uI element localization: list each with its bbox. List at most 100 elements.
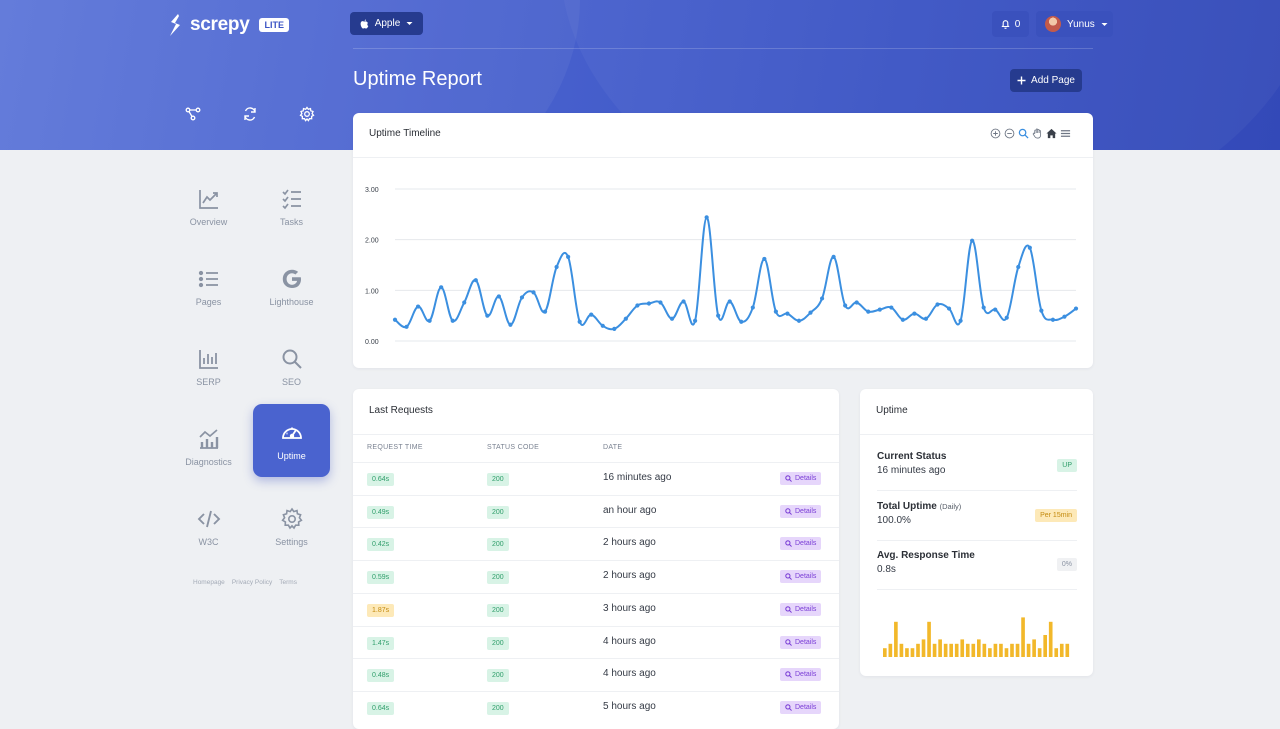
mini-bar[interactable]: [1032, 639, 1036, 657]
data-point[interactable]: [1073, 306, 1079, 311]
mini-bar[interactable]: [1010, 643, 1014, 657]
mini-bar[interactable]: [988, 648, 992, 657]
data-point[interactable]: [554, 264, 559, 270]
details-button[interactable]: Details: [780, 635, 822, 649]
data-point[interactable]: [935, 302, 940, 307]
mini-bar[interactable]: [977, 639, 981, 657]
data-point[interactable]: [450, 318, 455, 323]
data-point[interactable]: [473, 278, 478, 283]
data-point[interactable]: [1039, 308, 1044, 313]
details-button[interactable]: Details: [780, 472, 822, 485]
footer-link-terms[interactable]: Terms: [279, 579, 297, 586]
data-point[interactable]: [600, 323, 605, 328]
data-point[interactable]: [531, 290, 536, 295]
mini-bar[interactable]: [921, 639, 926, 657]
mini-bar[interactable]: [894, 621, 898, 657]
mini-bar[interactable]: [943, 643, 948, 657]
mini-bar[interactable]: [1021, 617, 1025, 657]
details-button[interactable]: Details: [780, 537, 822, 551]
data-point[interactable]: [1027, 245, 1032, 250]
mini-bar[interactable]: [938, 639, 942, 657]
add-page-button[interactable]: Add Page: [1010, 69, 1082, 92]
data-point[interactable]: [462, 300, 467, 305]
data-point[interactable]: [970, 238, 975, 243]
data-point[interactable]: [496, 294, 501, 299]
data-point[interactable]: [1062, 314, 1067, 319]
data-point[interactable]: [439, 285, 444, 290]
data-point[interactable]: [819, 296, 825, 301]
data-point[interactable]: [1016, 264, 1021, 270]
data-point[interactable]: [716, 313, 721, 318]
site-selector[interactable]: Apple: [350, 12, 423, 35]
data-point[interactable]: [427, 318, 432, 323]
data-point[interactable]: [808, 310, 813, 315]
mini-bar[interactable]: [883, 648, 887, 657]
data-point[interactable]: [773, 309, 778, 314]
mini-bar[interactable]: [1054, 648, 1059, 657]
mini-bar[interactable]: [910, 648, 915, 657]
mini-bar[interactable]: [999, 643, 1003, 657]
data-point[interactable]: [854, 300, 859, 305]
pan-hand-icon[interactable]: [1032, 128, 1043, 139]
refresh-icon[interactable]: [242, 106, 258, 122]
mini-bar[interactable]: [888, 643, 893, 657]
magnifier-icon[interactable]: [1018, 128, 1029, 139]
mini-bar[interactable]: [949, 643, 953, 657]
nav-item-overview[interactable]: Overview: [170, 170, 247, 243]
mini-bar[interactable]: [1015, 643, 1020, 657]
data-point[interactable]: [1004, 315, 1009, 320]
details-button[interactable]: Details: [780, 668, 822, 682]
mini-bar[interactable]: [965, 643, 970, 657]
data-point[interactable]: [866, 309, 871, 314]
footer-link-privacy[interactable]: Privacy Policy: [231, 579, 273, 586]
nav-item-settings[interactable]: Settings: [253, 490, 330, 563]
data-point[interactable]: [739, 319, 744, 324]
mini-bar[interactable]: [982, 643, 987, 657]
data-point[interactable]: [404, 324, 409, 329]
nav-item-diagnostics[interactable]: Diagnostics: [170, 410, 247, 483]
data-point[interactable]: [1050, 317, 1056, 322]
details-button[interactable]: Details: [780, 602, 822, 616]
data-point[interactable]: [900, 317, 905, 322]
share-nodes-icon[interactable]: [185, 106, 201, 122]
menu-icon[interactable]: [1060, 128, 1071, 139]
data-point[interactable]: [589, 312, 594, 317]
data-point[interactable]: [796, 318, 802, 323]
gear-icon[interactable]: [299, 106, 315, 122]
data-point[interactable]: [704, 215, 709, 220]
details-button[interactable]: Details: [780, 570, 822, 584]
nav-item-uptime[interactable]: Uptime: [253, 404, 330, 477]
nav-item-seo[interactable]: SEO: [253, 330, 330, 403]
data-point[interactable]: [693, 318, 698, 323]
notifications-button[interactable]: 0: [992, 11, 1029, 37]
mini-bar[interactable]: [1048, 621, 1053, 657]
mini-bar[interactable]: [927, 621, 931, 657]
data-point[interactable]: [392, 317, 398, 322]
brand-logo[interactable]: screpy LITE: [168, 12, 289, 38]
nav-item-tasks[interactable]: Tasks: [253, 170, 330, 243]
data-point[interactable]: [577, 319, 582, 324]
data-point[interactable]: [485, 313, 490, 318]
zoom-in-icon[interactable]: [990, 128, 1001, 139]
data-point[interactable]: [993, 307, 998, 312]
mini-bar[interactable]: [1037, 648, 1042, 657]
mini-bar[interactable]: [1059, 643, 1064, 657]
mini-bar[interactable]: [971, 643, 976, 657]
data-point[interactable]: [889, 305, 894, 310]
data-point[interactable]: [727, 299, 732, 304]
details-button[interactable]: Details: [780, 700, 822, 714]
data-point[interactable]: [843, 303, 848, 308]
data-point[interactable]: [923, 316, 929, 321]
data-point[interactable]: [542, 309, 548, 314]
nav-item-pages[interactable]: Pages: [170, 250, 247, 323]
data-point[interactable]: [750, 305, 755, 310]
mini-bar[interactable]: [932, 643, 937, 657]
data-point[interactable]: [877, 307, 882, 312]
nav-item-lighthouse[interactable]: Lighthouse: [253, 250, 330, 323]
home-icon[interactable]: [1046, 128, 1057, 139]
data-point[interactable]: [762, 256, 767, 262]
mini-bar[interactable]: [1065, 643, 1070, 657]
data-point[interactable]: [508, 322, 513, 327]
mini-bar[interactable]: [960, 639, 965, 657]
mini-bar[interactable]: [993, 643, 998, 657]
